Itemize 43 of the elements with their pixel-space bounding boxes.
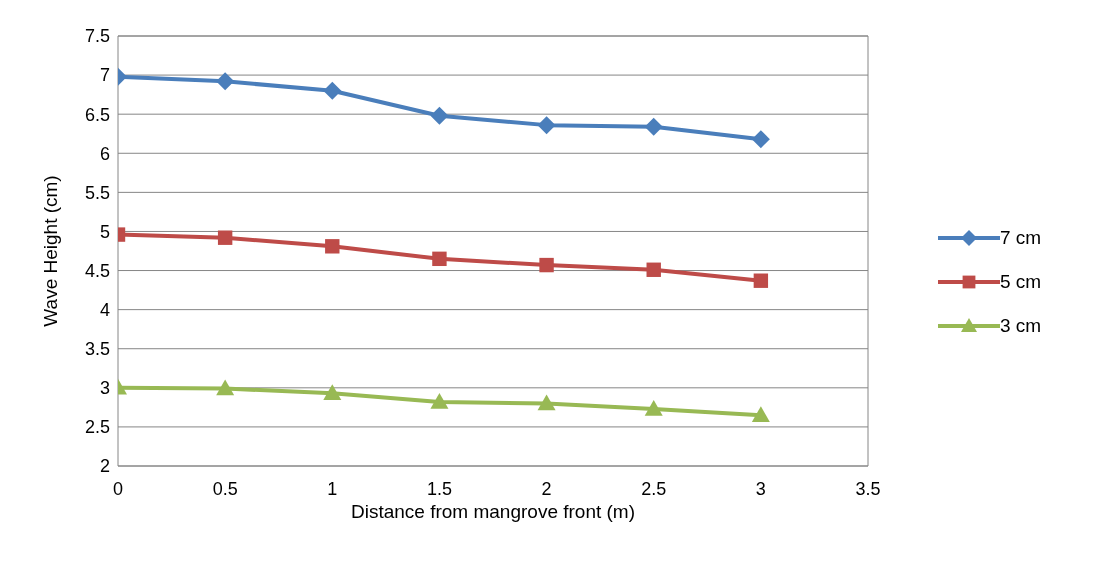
y-tick-label: 4.5 [84,260,110,281]
point [646,262,661,277]
x-tick-label: 1 [327,478,338,499]
point [216,379,235,396]
x-tick-label: 2 [541,478,552,499]
x-tick-label: 3.5 [855,478,881,499]
y-tick-label: 6 [99,143,110,164]
legend-label: 5 cm [1000,271,1042,293]
x-tick-label: 3 [755,478,766,499]
y-tick-label: 7 [99,65,110,86]
point [432,251,447,267]
x-tick-label: 0.5 [212,478,238,499]
y-tick-label: 2 [99,456,110,477]
y-axis-title: Wave Height (cm) [39,175,61,327]
y-tick-label: 7.5 [84,26,110,47]
point [537,116,556,135]
y-tick-label: 3.5 [84,339,110,360]
point [539,257,554,273]
point [644,117,663,136]
point [323,81,342,100]
y-tick-label: 6.5 [84,104,110,125]
y-tick-label: 4 [99,300,110,321]
x-tick-label: 1.5 [426,478,452,499]
point [430,392,449,409]
point [751,406,770,422]
point [537,394,556,411]
y-tick-label: 5 [99,221,110,242]
x-tick-label: 0 [112,478,124,499]
point [751,130,770,149]
x-tick-label: 2.5 [641,478,667,499]
point [325,239,340,254]
point [753,273,769,288]
y-tick-label: 5.5 [84,182,110,203]
point [323,384,342,401]
point [644,399,663,416]
y-tick-label: 3 [99,378,110,399]
point [430,106,449,125]
point [216,72,235,91]
legend-label: 3 cm [1000,315,1042,337]
legend-label: 7 cm [1000,227,1042,249]
point [217,230,233,245]
y-tick-label: 2.5 [84,417,110,438]
x-axis-title: Distance from mangrove front (m) [350,501,636,522]
